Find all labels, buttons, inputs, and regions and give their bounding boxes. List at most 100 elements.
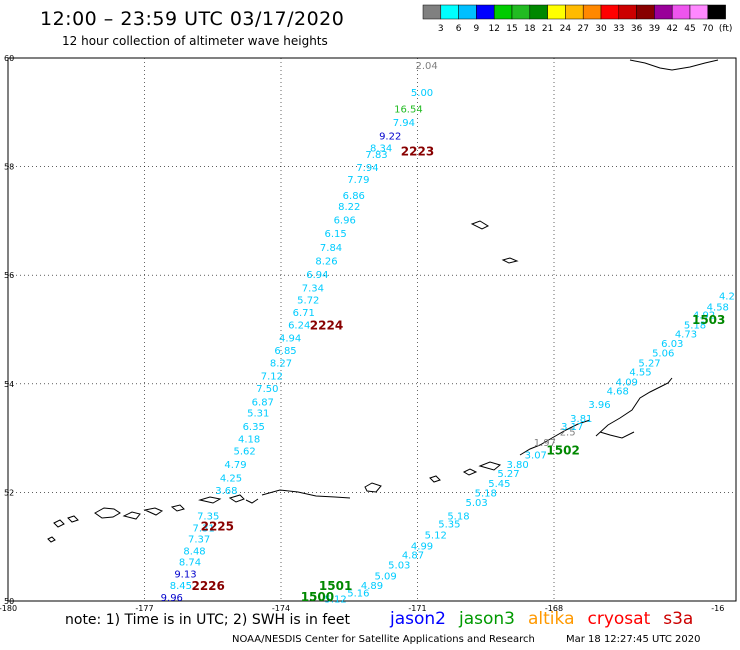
wave-height-label: 4.25 [220,474,242,485]
wave-height-label: 3.07 [525,451,547,462]
wave-height-label: 7.83 [365,150,387,161]
pass-number-label: 2223 [401,145,434,159]
coastline-andreanof [245,489,351,504]
legend-item-jason2: jason2 [390,609,446,629]
scale-label: 33 [613,24,624,34]
pass-number-label: 1502 [546,443,579,457]
lon-tick-label: -174 [272,604,290,613]
lon-tick-label: -171 [408,604,426,613]
wave-height-label: 5.27 [638,358,660,369]
wave-height-label: 5.18 [684,320,706,331]
wave-height-label: 5.35 [438,520,460,531]
legend-item-altika: altika [528,609,575,629]
scale-label: 18 [524,24,536,34]
wave-height-label: 5.06 [652,349,674,360]
scale-label: 24 [560,24,572,34]
note-text: note: 1) Time is in UTC; 2) SWH is in fe… [65,612,351,628]
wave-height-label: 3.80 [506,460,528,471]
scale-label: 21 [542,24,553,34]
wave-height-label: 3.68 [215,486,237,497]
wave-height-label: 8.74 [179,558,201,569]
legend-item-s3a: s3a [663,609,694,629]
map-frame [7,57,737,602]
wave-height-label: 8.27 [270,358,292,369]
map-grid [8,58,736,601]
scale-label: 70 [702,24,714,34]
wave-height-label: 6.71 [293,308,315,319]
wave-height-label: 6.15 [324,229,346,240]
wave-height-label: 4.09 [616,377,638,388]
wave-height-label: 8.45 [170,581,192,592]
coastline-pribilof-2 [501,257,519,264]
lat-tick-label: 50 [4,597,14,606]
wave-height-label: 8.34 [370,143,392,154]
wave-height-label: 6.85 [274,346,296,357]
wave-height-label: 5.00 [411,88,433,99]
wave-height-label: 4.79 [224,460,246,471]
credit-text: NOAA/NESDIS Center for Satellite Applica… [232,634,535,645]
wave-height-label: 6.87 [252,398,274,409]
scale-label: 27 [577,24,588,34]
wave-height-label: 9.22 [379,131,401,142]
scale-label: 45 [684,24,695,34]
wave-height-label: 6.35 [243,422,265,433]
coastline-rat-islands [94,494,245,520]
wave-height-label: 4.18 [238,434,260,445]
page-subtitle: 12 hour collection of altimeter wave hei… [62,34,328,48]
scale-label: (ft) [719,24,733,34]
scale-label: 39 [649,24,661,34]
lat-tick-label: 60 [4,54,14,63]
wave-height-label: 7.37 [188,534,210,545]
wave-height-label: 9.13 [174,570,196,581]
wave-height-label: 5.03 [466,498,488,509]
coastline [47,59,719,543]
wave-height-label: 9.96 [161,593,183,604]
lon-tick-label: -168 [545,604,563,613]
scale-label: 12 [488,24,499,34]
scale-label: 42 [666,24,677,34]
wave-height-label: 7.31 [193,523,215,534]
wave-height-label: 4.58 [707,302,729,313]
lat-tick-label: 52 [4,488,14,497]
scale-label: 9 [474,24,480,34]
scale-label: 36 [631,24,643,34]
coastline-fox-islands [364,461,502,493]
wave-height-label: 6.94 [306,270,328,281]
wave-height-label: 8.48 [183,546,205,557]
lat-tick-label: 54 [4,380,14,389]
scale-swatch [707,4,726,20]
altimeter-tracks: 2.045.0016.547.949.228.347.837.947.796.8… [161,61,735,606]
wave-height-label: 5.16 [347,589,369,600]
wave-height-label: 7.94 [356,163,378,174]
wave-height-label: 5.03 [388,560,410,571]
wave-height-label: 5.31 [247,408,269,419]
wave-height-label: 4.89 [361,581,383,592]
wave-height-label: 8.22 [338,202,360,213]
wave-height-label: 6.24 [288,320,310,331]
wave-height-label: 4.87 [402,551,424,562]
wave-height-label: 4.99 [411,541,433,552]
wave-height-label: 5.27 [497,469,519,480]
satellite-legend: jason2 jason3 altika cryosat s3a [390,609,706,629]
wave-height-label: 4.73 [675,330,697,341]
coastline-pribilof-1 [470,220,490,230]
pass-number-label: 1500 [301,590,334,604]
wave-height-label: 5.18 [475,489,497,500]
wave-height-label: 8.26 [315,256,337,267]
wave-height-label: 4.92 [693,311,715,322]
pass-number-label: 1503 [692,313,725,327]
wave-height-label: 7.50 [256,384,278,395]
wave-height-label: 7.34 [302,283,324,294]
wave-height-label: 4.94 [279,333,301,344]
wave-height-label: 7.94 [393,118,415,129]
wave-height-label: 5.18 [447,512,469,523]
color-scale: 3 6 9 12 15 18 21 24 27 30 33 36 39 42 45 70 (ft) [422,4,733,34]
lon-tick-label: -180 [0,604,17,613]
wave-height-label: 6.96 [334,216,356,227]
legend-item-cryosat: cryosat [587,609,651,629]
legend-item-jason3: jason3 [459,609,515,629]
pass-number-label: 2225 [201,519,234,533]
lat-tick-label: 58 [4,163,14,172]
wave-height-label: 5.09 [375,571,397,582]
